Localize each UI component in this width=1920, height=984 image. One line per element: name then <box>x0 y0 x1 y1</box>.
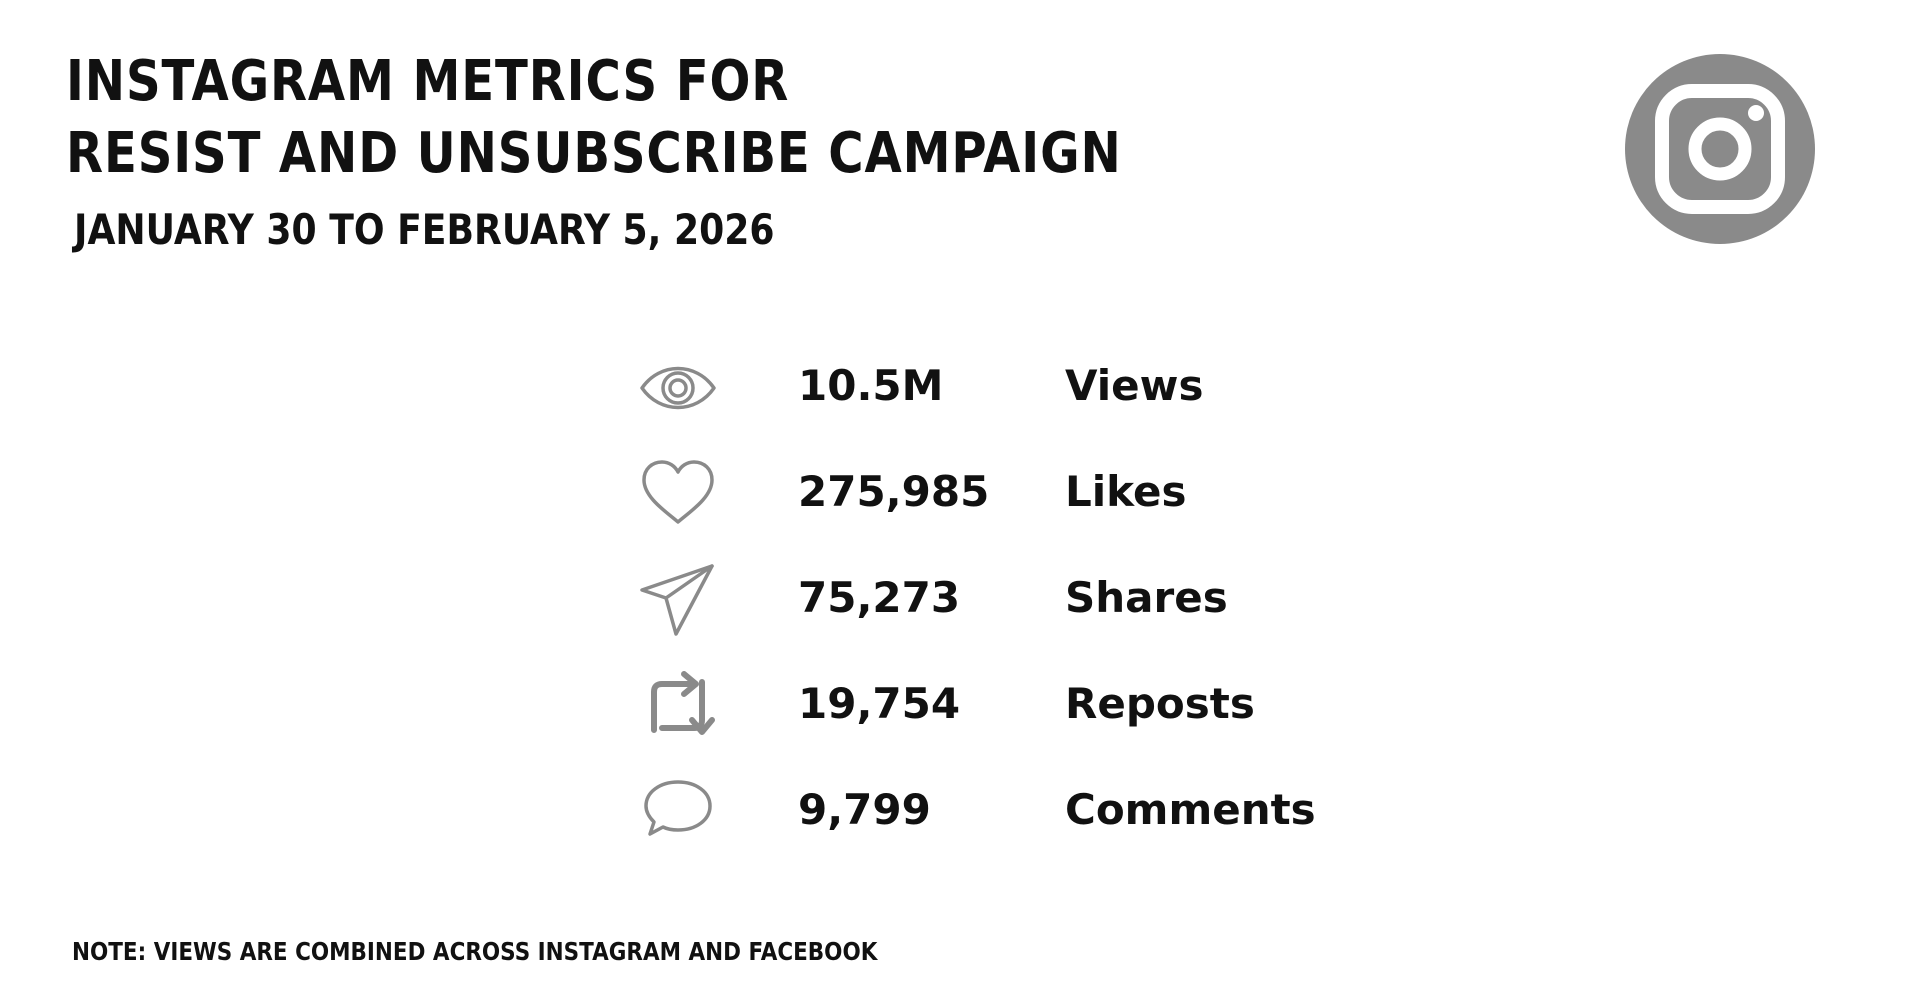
eye-icon <box>640 366 716 410</box>
title-line-1: INSTAGRAM METRICS FOR <box>66 49 790 114</box>
metrics-list: 10.5M Views 275,985 Likes 75,273 Shares … <box>640 350 1360 880</box>
date-range-subtitle: JANUARY 30 TO FEBRUARY 5, 2026 <box>74 205 775 254</box>
metric-row-comments: 9,799 Comments <box>640 774 1360 880</box>
metric-row-views: 10.5M Views <box>640 350 1360 456</box>
metric-label: Reposts <box>1065 679 1255 728</box>
metric-value: 9,799 <box>798 785 931 834</box>
heart-icon <box>642 460 714 524</box>
metric-value: 275,985 <box>798 467 990 516</box>
footnote: NOTE: VIEWS ARE COMBINED ACROSS INSTAGRA… <box>72 937 878 966</box>
instagram-icon <box>1625 54 1815 244</box>
metric-row-likes: 275,985 Likes <box>640 456 1360 562</box>
metric-row-reposts: 19,754 Reposts <box>640 668 1360 774</box>
metric-label: Shares <box>1065 573 1228 622</box>
metric-row-shares: 75,273 Shares <box>640 562 1360 668</box>
repost-icon <box>651 671 715 735</box>
metric-value: 19,754 <box>798 679 961 728</box>
metric-label: Views <box>1065 361 1204 410</box>
metric-value: 10.5M <box>798 361 944 410</box>
metric-value: 75,273 <box>798 573 961 622</box>
title-line-2: RESIST AND UNSUBSCRIBE CAMPAIGN <box>66 121 1122 186</box>
comment-icon <box>644 780 712 836</box>
paper-plane-icon <box>640 564 714 636</box>
metric-label: Comments <box>1065 785 1316 834</box>
page-title: INSTAGRAM METRICS FOR RESIST AND UNSUBSC… <box>66 46 1122 190</box>
metric-label: Likes <box>1065 467 1187 516</box>
